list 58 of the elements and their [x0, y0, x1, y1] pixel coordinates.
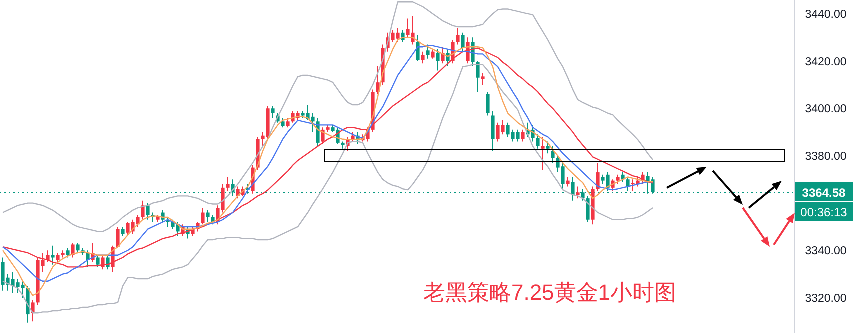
candlestick — [421, 51, 425, 64]
candlestick — [536, 134, 540, 150]
candlestick — [376, 66, 380, 95]
y-tick-label: 3320.00 — [805, 292, 847, 305]
candlestick — [546, 141, 550, 154]
candlestick — [521, 129, 525, 142]
candlestick — [286, 118, 290, 128]
candlestick — [51, 245, 55, 266]
candlestick — [461, 32, 465, 52]
candlestick — [486, 92, 490, 116]
candlestick — [121, 226, 125, 237]
candlestick — [281, 118, 285, 128]
y-tick-label: 3400.00 — [805, 104, 847, 116]
candlestick — [576, 186, 580, 200]
annotation: 老黑策略7.25黄金1小时图 — [423, 280, 677, 305]
candlestick — [491, 110, 495, 152]
candlestick — [271, 106, 275, 119]
y-tick-label: 3340.00 — [805, 246, 847, 258]
candlestick — [146, 202, 150, 220]
line-series — [2, 2, 654, 232]
candlestick — [431, 48, 435, 60]
y-tick-label: 3420.00 — [805, 56, 847, 68]
candlestick — [586, 196, 590, 223]
candlestick — [566, 176, 570, 188]
candlestick — [596, 162, 600, 192]
candlestick — [551, 146, 555, 164]
candlestick — [616, 174, 620, 185]
candlestick — [96, 254, 100, 268]
candlestick — [116, 226, 120, 249]
candlestick — [206, 210, 210, 223]
candlestick — [46, 250, 50, 263]
y-tick-label: 3440.00 — [805, 8, 847, 21]
candlestick — [141, 200, 145, 220]
candlestick — [226, 176, 230, 192]
candlestick — [191, 226, 195, 237]
candlestick — [201, 208, 205, 226]
candlestick — [426, 44, 430, 60]
candlestick — [456, 28, 460, 46]
ref-line-label: 3364.58 — [802, 186, 846, 200]
price-label: 3364.58 00:36:13 — [795, 182, 853, 222]
candlestick — [436, 48, 440, 72]
candlestick — [441, 46, 445, 64]
candlestick — [31, 300, 35, 322]
candlestick — [86, 250, 90, 268]
candlestick — [476, 60, 480, 93]
candlestick — [321, 127, 325, 145]
candlestick — [56, 252, 60, 263]
candlestick — [621, 172, 625, 182]
candlestick — [626, 176, 630, 192]
candlestick — [446, 48, 450, 67]
candlestick — [416, 34, 420, 62]
candlestick — [481, 72, 485, 86]
candlestick — [541, 136, 545, 171]
candlestick — [351, 132, 355, 142]
y-tick-label: 3380.00 — [805, 150, 847, 163]
candlestick — [66, 248, 70, 258]
candlestick — [76, 243, 80, 254]
candlestick — [71, 243, 75, 258]
